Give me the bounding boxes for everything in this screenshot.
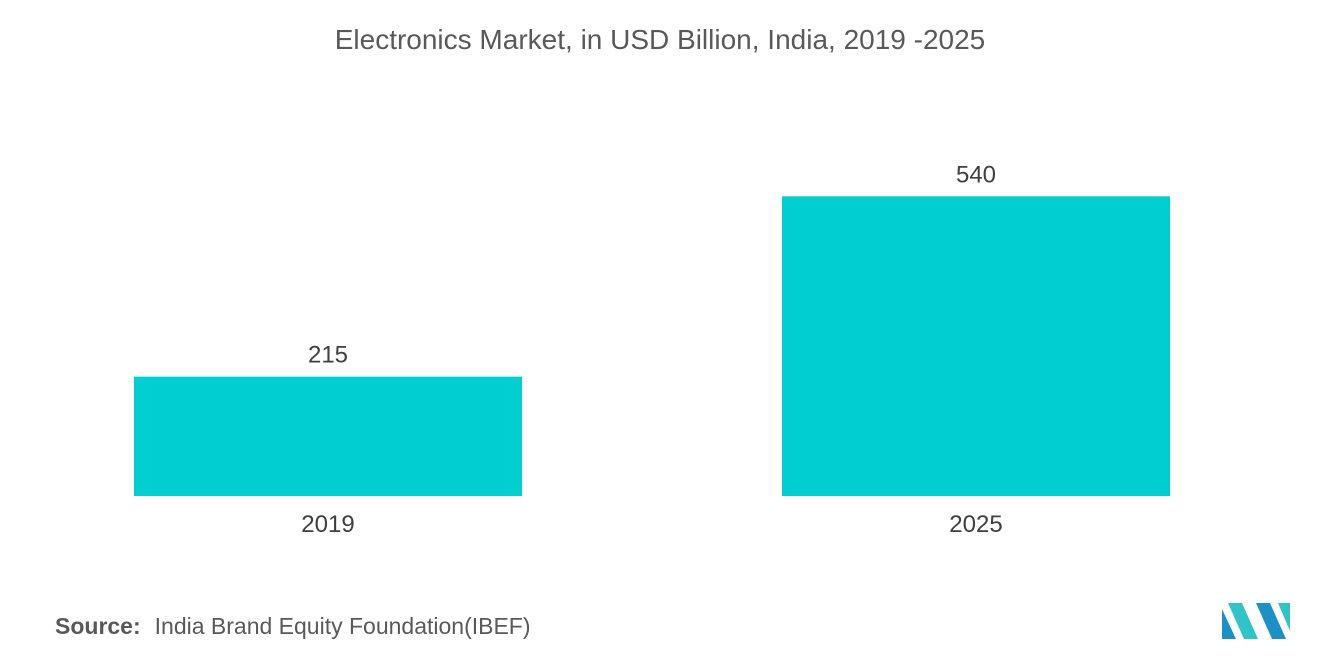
data-label-2019: 215 xyxy=(308,342,348,369)
x-tick-label-2025: 2025 xyxy=(949,511,1002,538)
logo-stroke-2 xyxy=(1228,603,1258,639)
brand-logo-icon xyxy=(1222,603,1290,639)
bar-2019 xyxy=(134,376,522,496)
x-tick-label-2019: 2019 xyxy=(301,511,354,538)
logo-stroke-1 xyxy=(1222,609,1236,639)
source-text: India Brand Equity Foundation(IBEF) xyxy=(154,613,531,639)
logo-stroke-4 xyxy=(1278,603,1290,631)
source-note: Source: India Brand Equity Foundation(IBE… xyxy=(55,613,531,640)
bar-chart: 215 2019 540 2025 xyxy=(134,161,1170,538)
chart-title: Electronics Market, in USD Billion, Indi… xyxy=(334,24,986,55)
bar-2025 xyxy=(782,196,1170,497)
logo-stroke-3 xyxy=(1256,603,1286,639)
data-label-2025: 540 xyxy=(956,161,996,188)
source-label: Source: xyxy=(55,613,141,639)
